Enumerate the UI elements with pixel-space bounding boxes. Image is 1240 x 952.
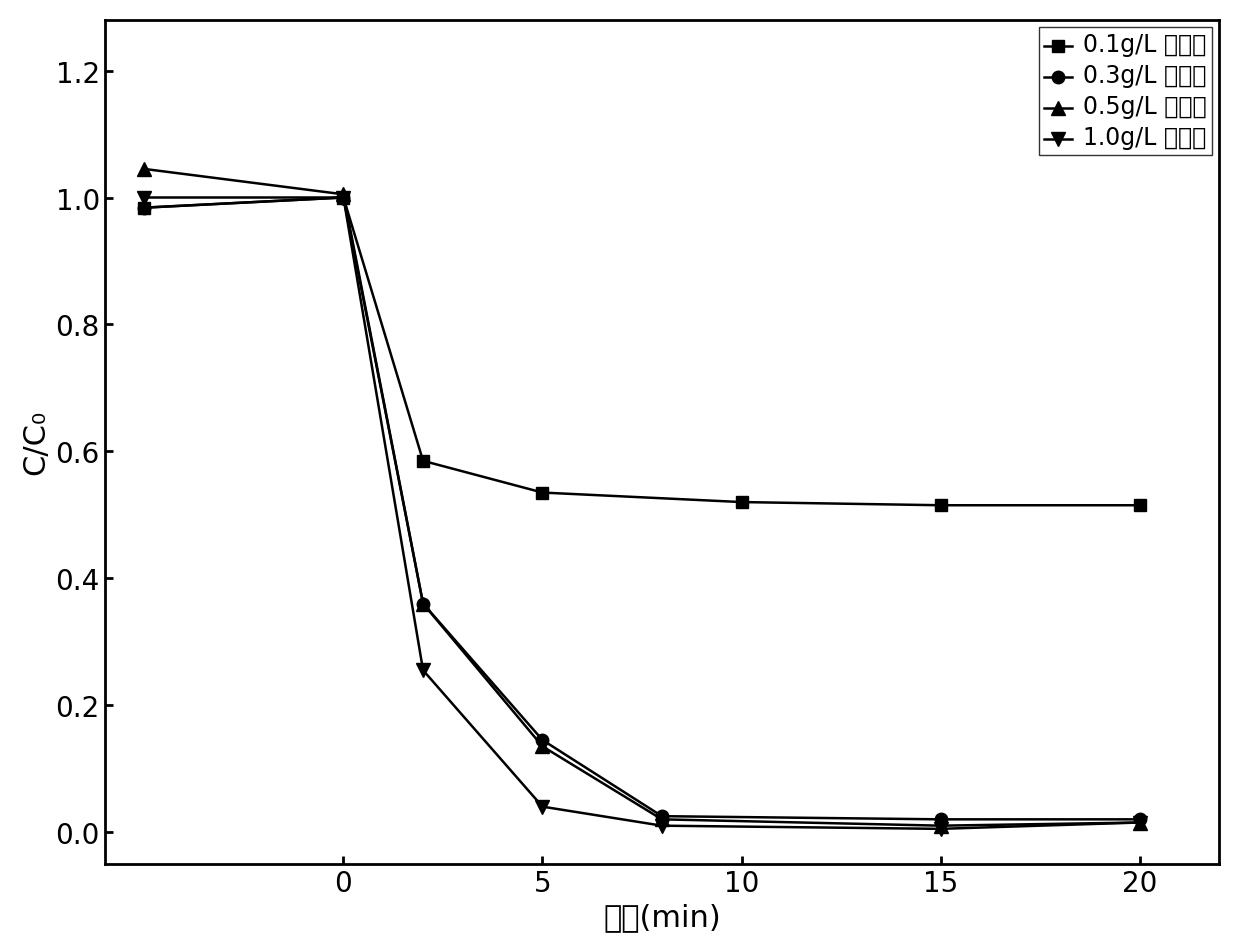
Line: 0.1g/L 氧化剂: 0.1g/L 氧化剂 — [138, 192, 1146, 512]
0.1g/L 氧化剂 — [1132, 500, 1147, 511]
0.1g/L 氧化剂 — [534, 487, 549, 499]
Y-axis label: C/C₀: C/C₀ — [21, 409, 50, 475]
0.3g/L 氧化剂 — [1132, 814, 1147, 825]
1.0g/L 氧化剂 — [336, 192, 351, 204]
0.3g/L 氧化剂 — [655, 810, 670, 822]
1.0g/L 氧化剂 — [415, 664, 430, 676]
X-axis label: 时间(min): 时间(min) — [603, 902, 720, 931]
0.5g/L 氧化剂 — [415, 598, 430, 609]
1.0g/L 氧化剂 — [1132, 817, 1147, 828]
0.1g/L 氧化剂 — [734, 497, 749, 508]
0.5g/L 氧化剂 — [655, 814, 670, 825]
0.3g/L 氧化剂 — [932, 814, 947, 825]
Legend: 0.1g/L 氧化剂, 0.3g/L 氧化剂, 0.5g/L 氧化剂, 1.0g/L 氧化剂: 0.1g/L 氧化剂, 0.3g/L 氧化剂, 0.5g/L 氧化剂, 1.0g… — [1039, 28, 1213, 155]
0.3g/L 氧化剂 — [415, 598, 430, 609]
0.5g/L 氧化剂 — [136, 164, 151, 175]
0.1g/L 氧化剂 — [932, 500, 947, 511]
0.3g/L 氧化剂 — [136, 203, 151, 214]
Line: 0.3g/L 氧化剂: 0.3g/L 氧化剂 — [138, 192, 1146, 825]
0.1g/L 氧化剂 — [136, 203, 151, 214]
0.5g/L 氧化剂 — [336, 189, 351, 201]
Line: 0.5g/L 氧化剂: 0.5g/L 氧化剂 — [138, 163, 1147, 833]
1.0g/L 氧化剂 — [655, 820, 670, 831]
0.5g/L 氧化剂 — [932, 820, 947, 831]
0.3g/L 氧化剂 — [534, 735, 549, 746]
0.5g/L 氧化剂 — [1132, 817, 1147, 828]
Line: 1.0g/L 氧化剂: 1.0g/L 氧化剂 — [138, 191, 1147, 836]
0.1g/L 氧化剂 — [336, 192, 351, 204]
1.0g/L 氧化剂 — [136, 192, 151, 204]
0.5g/L 氧化剂 — [534, 741, 549, 752]
0.1g/L 氧化剂 — [415, 456, 430, 467]
1.0g/L 氧化剂 — [932, 823, 947, 835]
1.0g/L 氧化剂 — [534, 801, 549, 812]
0.3g/L 氧化剂 — [336, 192, 351, 204]
